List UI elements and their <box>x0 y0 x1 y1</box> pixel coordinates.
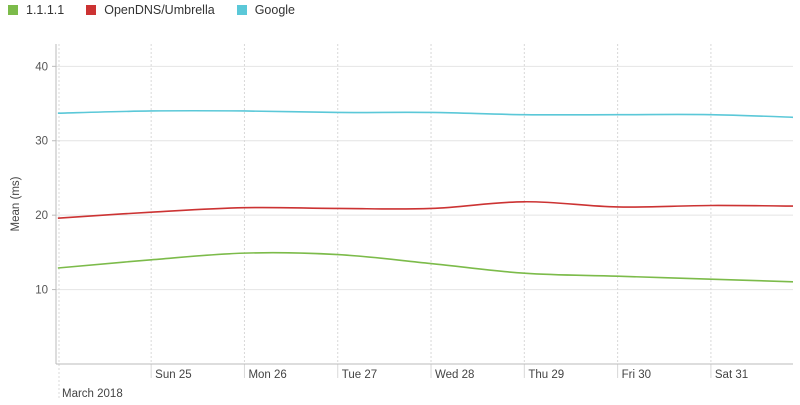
y-tick-label: 40 <box>35 61 48 73</box>
legend-label: OpenDNS/Umbrella <box>104 3 215 17</box>
legend-label: Google <box>254 3 296 17</box>
y-tick-label: 10 <box>35 285 48 297</box>
series-line-1-1-1-1 <box>57 251 793 283</box>
series-group <box>57 109 793 283</box>
x-tick-label: Sun 25 <box>155 369 191 381</box>
x-tick-label: Thu 29 <box>528 369 564 381</box>
legend-swatch <box>86 5 97 15</box>
x-tick-label: Sat 31 <box>715 369 748 381</box>
legend-item[interactable]: 1.1.1.1 <box>8 3 64 17</box>
legend-item[interactable]: Google <box>236 3 296 17</box>
x-tick-label: Tue 27 <box>342 369 377 381</box>
legend-item[interactable]: OpenDNS/Umbrella <box>86 3 215 17</box>
y-tick-label: 20 <box>35 210 48 222</box>
legend-label: 1.1.1.1 <box>26 3 65 17</box>
series-line-opendns-umbrella <box>57 200 793 219</box>
legend-swatch <box>236 5 247 15</box>
legend: 1.1.1.1 OpenDNS/Umbrella Google <box>8 3 295 17</box>
y-axis-label: Mean (ms) <box>10 176 22 231</box>
legend-swatch <box>8 5 18 15</box>
x-tick-label: Fri 30 <box>622 369 651 381</box>
x-tick-label: Mon 26 <box>248 369 286 381</box>
y-tick-label: 30 <box>35 136 48 148</box>
x-tick-label: Wed 28 <box>435 369 474 381</box>
series-line-google <box>57 109 793 119</box>
x-month-label: March 2018 <box>62 388 123 400</box>
